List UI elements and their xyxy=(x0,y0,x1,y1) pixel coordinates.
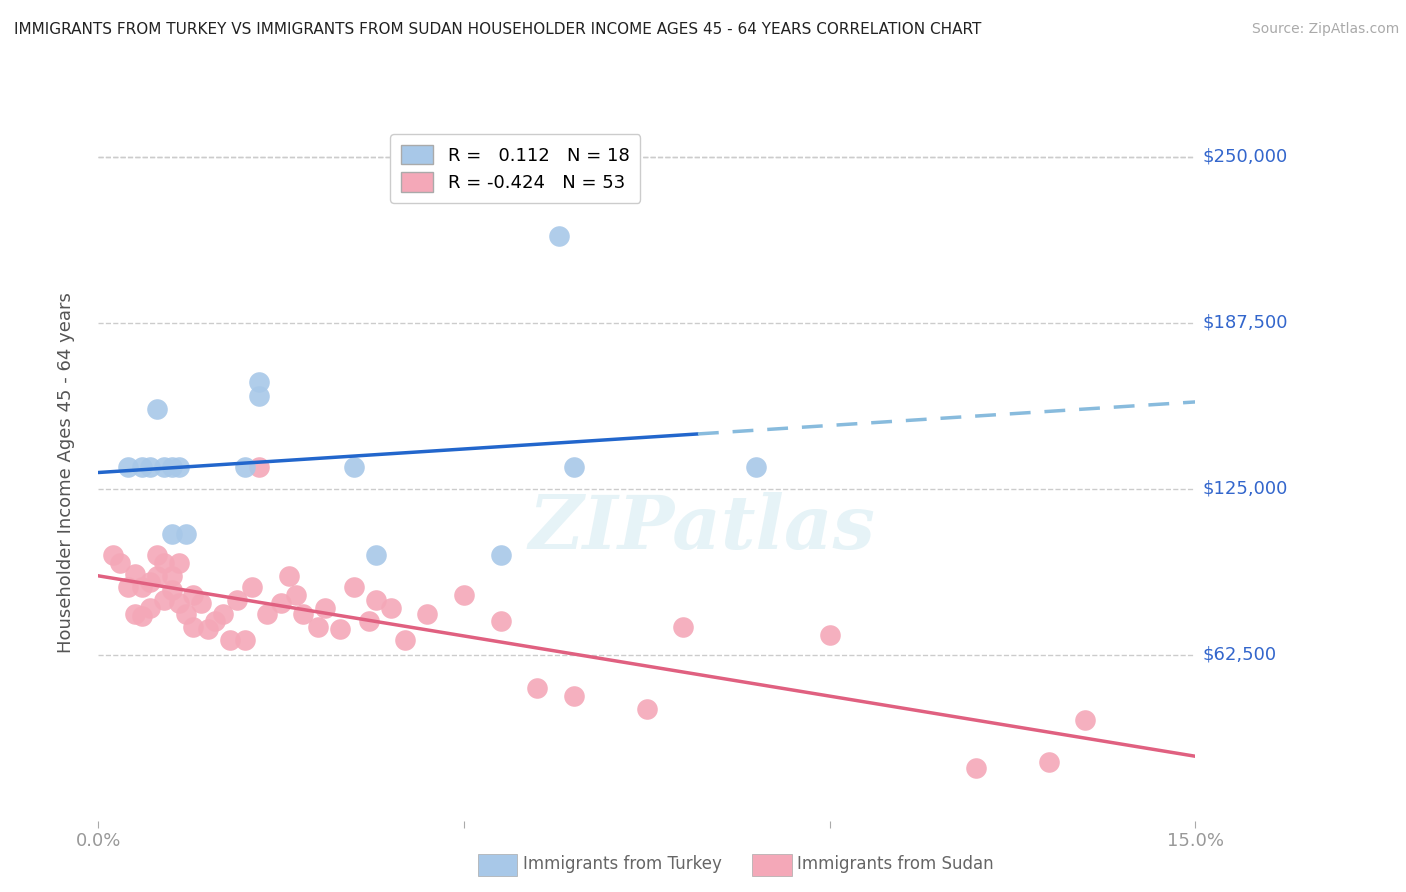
Point xyxy=(233,460,256,475)
Point xyxy=(174,526,197,541)
Point xyxy=(366,593,388,607)
Point xyxy=(380,601,402,615)
Text: $125,000: $125,000 xyxy=(1202,480,1288,498)
Text: Immigrants from Sudan: Immigrants from Sudan xyxy=(797,855,994,873)
Point xyxy=(672,620,695,634)
Point xyxy=(489,615,512,629)
Point xyxy=(562,689,585,703)
Point xyxy=(284,588,307,602)
Point xyxy=(153,460,176,475)
Point xyxy=(101,548,124,562)
Point xyxy=(247,389,270,403)
Point xyxy=(270,596,292,610)
Point xyxy=(167,460,190,475)
Point xyxy=(366,548,388,562)
Point xyxy=(453,588,475,602)
Point xyxy=(343,460,366,475)
Point xyxy=(394,633,416,648)
Point xyxy=(314,601,336,615)
Point xyxy=(343,580,366,594)
Point xyxy=(1074,713,1097,727)
Text: $250,000: $250,000 xyxy=(1202,148,1288,166)
Point xyxy=(124,607,146,621)
Point xyxy=(138,460,160,475)
Point xyxy=(160,569,183,583)
Point xyxy=(110,556,132,570)
Text: Immigrants from Turkey: Immigrants from Turkey xyxy=(523,855,721,873)
Point xyxy=(247,376,270,390)
Point xyxy=(247,460,270,475)
Point xyxy=(357,615,380,629)
Point xyxy=(211,607,233,621)
Point xyxy=(526,681,548,695)
Point xyxy=(1038,756,1060,770)
Point xyxy=(131,460,153,475)
Point xyxy=(233,633,256,648)
Point xyxy=(131,609,153,624)
Point xyxy=(174,607,197,621)
Y-axis label: Householder Income Ages 45 - 64 years: Householder Income Ages 45 - 64 years xyxy=(56,293,75,653)
Point xyxy=(160,460,183,475)
Point xyxy=(329,623,352,637)
Point xyxy=(146,402,169,417)
Point xyxy=(277,569,299,583)
Point xyxy=(416,607,439,621)
Point xyxy=(183,620,205,634)
Legend: R =   0.112   N = 18, R = -0.424   N = 53: R = 0.112 N = 18, R = -0.424 N = 53 xyxy=(389,134,640,202)
Point xyxy=(197,623,219,637)
Point xyxy=(117,580,139,594)
Point xyxy=(226,593,249,607)
Point xyxy=(131,580,153,594)
Point xyxy=(548,229,571,244)
Point xyxy=(160,582,183,597)
Text: $62,500: $62,500 xyxy=(1202,646,1277,664)
Point xyxy=(256,607,278,621)
Point xyxy=(965,760,987,774)
Point xyxy=(124,566,146,581)
Text: $187,500: $187,500 xyxy=(1202,314,1288,332)
Text: ZIPatlas: ZIPatlas xyxy=(529,492,875,565)
Point xyxy=(818,628,841,642)
Point xyxy=(240,580,263,594)
Point xyxy=(636,702,658,716)
Point xyxy=(167,596,190,610)
Point xyxy=(183,588,205,602)
Text: Source: ZipAtlas.com: Source: ZipAtlas.com xyxy=(1251,22,1399,37)
Point xyxy=(153,593,176,607)
Point xyxy=(562,460,585,475)
Point xyxy=(745,460,768,475)
Point xyxy=(307,620,329,634)
Point xyxy=(146,569,169,583)
Point xyxy=(153,556,176,570)
Point xyxy=(167,556,190,570)
Point xyxy=(138,601,160,615)
Point xyxy=(489,548,512,562)
Point xyxy=(219,633,242,648)
Point xyxy=(160,526,183,541)
Point xyxy=(146,548,169,562)
Point xyxy=(138,574,160,589)
Text: IMMIGRANTS FROM TURKEY VS IMMIGRANTS FROM SUDAN HOUSEHOLDER INCOME AGES 45 - 64 : IMMIGRANTS FROM TURKEY VS IMMIGRANTS FRO… xyxy=(14,22,981,37)
Point xyxy=(204,615,226,629)
Point xyxy=(292,607,315,621)
Point xyxy=(117,460,139,475)
Point xyxy=(190,596,212,610)
